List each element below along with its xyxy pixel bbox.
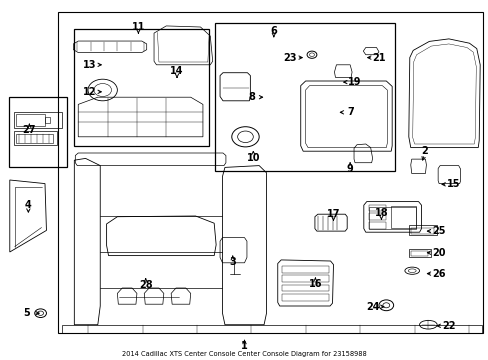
Bar [16,134,53,143]
Text: 3: 3 [229,257,236,267]
Text: 8: 8 [247,92,254,102]
Bar [390,206,415,228]
Text: 12: 12 [82,87,96,97]
Text: 20: 20 [431,248,445,258]
Bar [282,285,328,291]
Text: 19: 19 [347,77,361,87]
Text: 18: 18 [374,208,387,218]
Text: 1: 1 [241,341,247,351]
Text: 2014 Cadillac XTS Center Console Center Console Diagram for 23158988: 2014 Cadillac XTS Center Console Center … [122,351,366,356]
Bar [408,225,436,235]
Text: 24: 24 [365,302,379,312]
Text: 9: 9 [346,164,353,174]
Bar [16,114,45,126]
Text: 15: 15 [446,179,460,189]
Bar [368,207,415,229]
Text: 27: 27 [22,125,36,135]
Text: 6: 6 [270,26,277,36]
Bar [74,29,209,146]
Text: 14: 14 [170,66,183,76]
Text: 10: 10 [246,153,260,163]
Text: 21: 21 [372,53,386,63]
Text: 5: 5 [23,308,30,318]
Text: 4: 4 [25,200,32,210]
Bar [282,266,328,273]
Text: 28: 28 [139,280,152,290]
Text: 22: 22 [441,321,455,331]
Text: 23: 23 [283,53,297,63]
Bar [368,205,386,211]
Bar [14,131,57,145]
Text: 26: 26 [431,269,445,279]
Text: 13: 13 [82,60,96,70]
Text: 7: 7 [347,107,354,117]
Bar [282,275,328,282]
Bar [282,294,328,301]
Bar [410,228,433,234]
Bar [215,23,394,171]
Bar [45,117,50,123]
Text: 25: 25 [431,226,445,236]
Bar [368,213,386,220]
Bar [9,97,67,167]
Bar [58,12,482,333]
Bar [368,222,386,229]
Bar [14,112,61,128]
Text: 2: 2 [420,146,427,156]
Text: 16: 16 [308,279,322,289]
Bar [410,251,427,256]
Text: 11: 11 [131,22,145,32]
Text: 17: 17 [326,209,340,219]
Bar [408,249,430,257]
